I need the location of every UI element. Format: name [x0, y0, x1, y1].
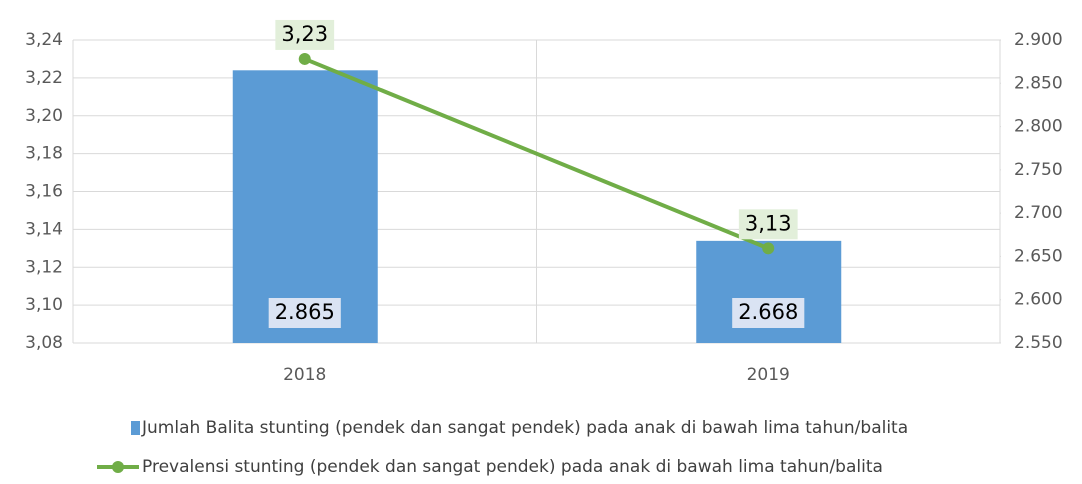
- y2-tick-label: 2.750: [1014, 160, 1063, 180]
- line-point: [298, 52, 311, 65]
- y2-tick-label: 2.850: [1014, 73, 1063, 93]
- value-label-box: [268, 298, 341, 328]
- y2-tick-label: 2.600: [1014, 290, 1063, 310]
- legend-label: Jumlah Balita stunting (pendek dan sanga…: [141, 418, 908, 438]
- y2-tick-label: 2.650: [1014, 246, 1063, 266]
- value-label: 3,23: [281, 22, 328, 46]
- value-label-box: [732, 298, 805, 328]
- legend-swatch: [131, 421, 140, 435]
- y-tick-label: 3,24: [25, 30, 63, 50]
- y2-tick-label: 2.550: [1014, 333, 1063, 353]
- y-tick-label: 3,10: [25, 295, 63, 315]
- y-tick-label: 3,18: [25, 144, 63, 164]
- value-label: 2.865: [275, 300, 335, 324]
- x-tick-label: 2019: [747, 365, 790, 385]
- bar: [232, 70, 378, 344]
- y2-tick-label: 2.900: [1014, 30, 1063, 50]
- legend-label: Prevalensi stunting (pendek dan sangat p…: [142, 457, 883, 477]
- legend-swatch: [112, 461, 124, 473]
- y-tick-label: 3,22: [25, 68, 63, 88]
- y-tick-label: 3,08: [25, 333, 63, 353]
- value-label: 3,13: [745, 211, 792, 235]
- y2-tick-label: 2.700: [1014, 203, 1063, 223]
- value-label: 2.668: [738, 300, 798, 324]
- y-tick-label: 3,12: [25, 257, 63, 277]
- y2-tick-label: 2.800: [1014, 117, 1063, 137]
- y-tick-label: 3,20: [25, 106, 63, 126]
- x-tick-label: 2018: [283, 365, 326, 385]
- line-point: [762, 242, 775, 255]
- y-tick-label: 3,14: [25, 219, 63, 239]
- line: [303, 57, 770, 251]
- value-label-box: [738, 209, 798, 240]
- value-label-box: [275, 19, 335, 50]
- y-tick-label: 3,16: [25, 182, 63, 202]
